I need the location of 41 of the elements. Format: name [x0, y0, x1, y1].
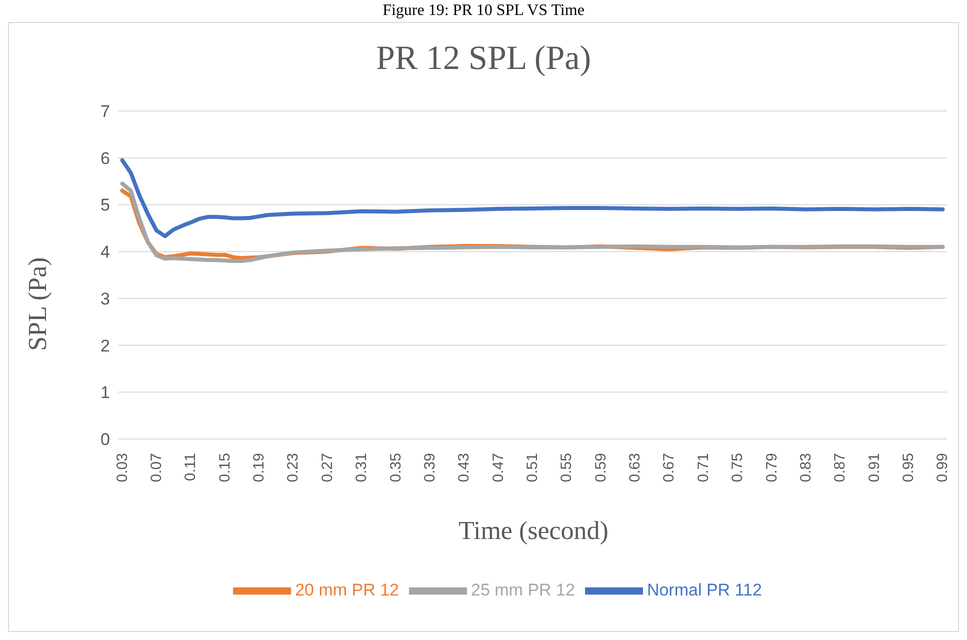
x-tick-label: 0.95 [900, 453, 918, 482]
x-tick-label: 0.87 [832, 453, 849, 482]
x-tick-label: 0.39 [421, 453, 438, 482]
y-tick-label: 4 [100, 242, 110, 262]
x-tick-label: 0.11 [182, 453, 200, 482]
x-tick-label: 0.59 [592, 453, 610, 482]
y-tick-label: 5 [100, 196, 110, 215]
y-tick-label: 6 [100, 148, 110, 168]
x-tick-label: 0.51 [524, 453, 541, 482]
x-tick-label: 0.03 [114, 453, 131, 482]
y-tick-label: 2 [100, 336, 110, 356]
y-tick-label: 0 [100, 430, 110, 450]
legend-label: Normal PR 112 [646, 580, 762, 600]
x-tick-label: 0.79 [763, 453, 780, 482]
caption: Figure 19: PR 10 SPL VS Time [382, 2, 586, 20]
chart-title: PR 12 SPL (Pa) [374, 40, 592, 78]
x-tick-label: 0.07 [148, 453, 165, 482]
x-tick-label: 0.67 [660, 453, 678, 482]
x-tick-label: 0.19 [250, 453, 268, 482]
y-tick-label: 3 [100, 289, 110, 308]
x-tick-label: 0.31 [353, 453, 370, 482]
x-tick-label: 0.63 [626, 453, 644, 482]
x-tick-label: 0.35 [387, 453, 404, 482]
x-tick-label: 0.91 [866, 453, 883, 482]
x-tick-label: 0.55 [558, 453, 576, 482]
y-tick-label: 1 [100, 383, 110, 402]
legend-label: 25 mm PR 12 [471, 580, 575, 600]
x-tick-label: 0.23 [284, 453, 302, 482]
line-series [120, 158, 945, 238]
x-tick-label: 0.27 [318, 453, 336, 482]
x-tick-label: 0.47 [490, 453, 507, 482]
x-tick-label: 0.15 [216, 453, 234, 482]
x-tick-label: 0.43 [456, 453, 473, 482]
x-tick-label: 0.83 [797, 453, 814, 482]
y-axis-title: SPL (Pa) [23, 257, 53, 351]
legend-label: 20 mm PR 12 [295, 580, 400, 600]
x-tick-label: 0.75 [729, 453, 746, 482]
x-tick-label: 0.71 [694, 453, 712, 482]
y-tick-label: 7 [100, 102, 110, 122]
x-axis-title: Time (second) [458, 516, 610, 546]
x-tick-label: 0.99 [934, 453, 952, 482]
